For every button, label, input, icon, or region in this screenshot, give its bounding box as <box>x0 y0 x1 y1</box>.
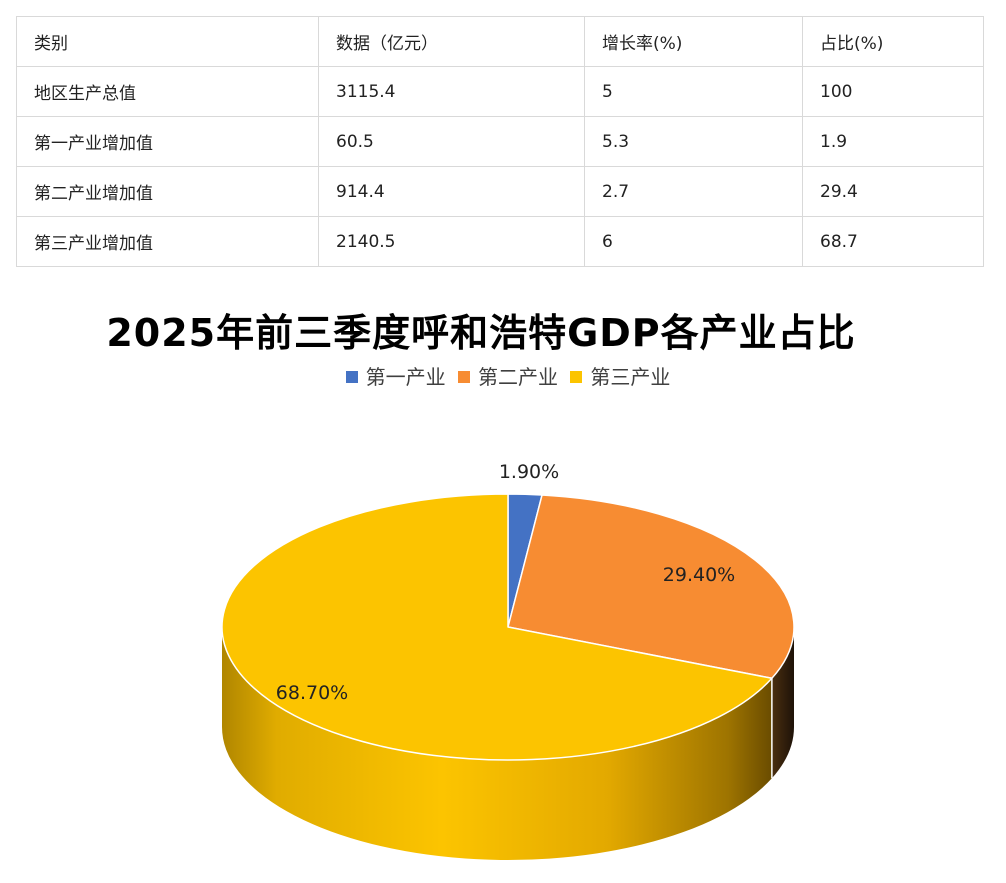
legend-swatch <box>345 371 358 383</box>
legend-label: 第二产业 <box>478 365 558 389</box>
pie-data-label-1: 29.40% <box>663 564 735 586</box>
table-cell: 第二产业增加值 <box>16 166 319 217</box>
table-cell: 100 <box>802 66 984 117</box>
pie-side-1 <box>771 627 794 779</box>
table-header-cell: 类别 <box>16 16 319 67</box>
table-cell: 2140.5 <box>318 216 585 267</box>
table-cell: 68.7 <box>802 216 984 267</box>
table-row: 第一产业增加值 60.5 5.3 1.9 <box>16 116 984 167</box>
legend-item: 第二产业 <box>458 361 558 390</box>
table-cell: 5 <box>584 66 803 117</box>
table-cell: 第三产业增加值 <box>16 216 319 267</box>
legend-label: 第一产业 <box>365 365 446 389</box>
table-cell: 6 <box>584 216 803 267</box>
pie-labels: 1.90% 29.40% 68.70% <box>276 461 735 704</box>
pie-side-2 <box>222 627 772 860</box>
table-cell: 地区生产总值 <box>16 66 319 117</box>
pie-data-label-2: 68.70% <box>276 682 348 704</box>
pie-data-label-0: 1.90% <box>499 461 559 483</box>
legend-swatch <box>570 371 583 383</box>
table-cell: 29.4 <box>802 166 984 217</box>
pie-sides <box>222 627 794 860</box>
pie-top <box>221 493 795 761</box>
table-cell: 914.4 <box>318 166 585 217</box>
pie-slice-1 <box>507 494 795 680</box>
table-cell: 1.9 <box>802 116 984 167</box>
pie-slice-2 <box>221 493 773 761</box>
table-row: 第三产业增加值 2140.5 6 68.7 <box>16 216 984 267</box>
legend-swatch <box>458 371 470 383</box>
table-header-cell: 数据（亿元） <box>318 16 585 67</box>
legend-item: 第三产业 <box>570 361 670 390</box>
chart-legend: 第一产业 第二产业 第三产业 <box>0 361 1006 390</box>
chart-title: 2025年前三季度呼和浩特GDP各产业占比 <box>106 311 856 355</box>
table-row: 地区生产总值 3115.4 5 100 <box>16 66 984 117</box>
table-header-cell: 占比(%) <box>802 16 984 67</box>
legend-label: 第三产业 <box>590 365 671 389</box>
table-header-row: 类别 数据（亿元） 增长率(%) 占比(%) <box>16 16 984 67</box>
data-table: 类别 数据（亿元） 增长率(%) 占比(%) 地区生产总值 3115.4 5 1… <box>16 16 984 267</box>
legend-item: 第一产业 <box>345 361 446 390</box>
